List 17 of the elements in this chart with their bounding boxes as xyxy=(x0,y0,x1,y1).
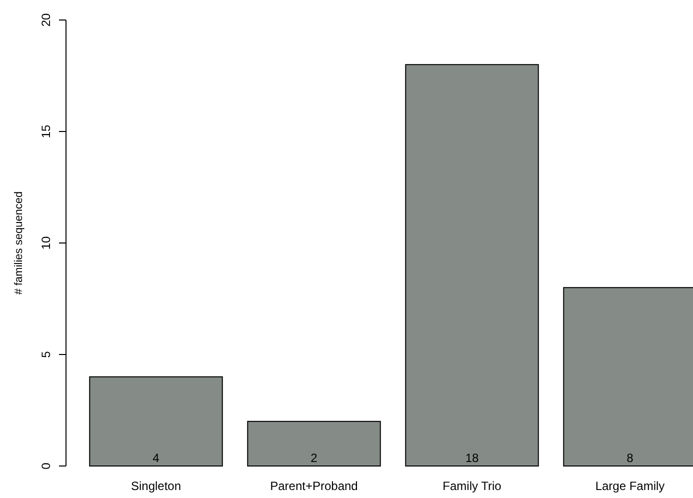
x-tick-label: Singleton xyxy=(130,479,182,493)
x-tick-label: Family Trio xyxy=(442,479,502,493)
bar xyxy=(89,376,223,466)
y-tick-label: 20 xyxy=(39,13,53,27)
data-label: 2 xyxy=(310,451,318,465)
y-tick-label: 0 xyxy=(39,462,53,470)
x-tick-label: Large Family xyxy=(595,479,665,493)
bar xyxy=(405,64,539,466)
y-tick-label: 5 xyxy=(39,350,53,358)
data-label: 18 xyxy=(465,451,479,465)
y-tick-label: 10 xyxy=(39,236,53,250)
data-label: 8 xyxy=(626,451,634,465)
bar xyxy=(247,420,381,466)
data-label: 4 xyxy=(152,451,160,465)
y-tick-label: 15 xyxy=(39,124,53,138)
y-axis-title: # families sequenced xyxy=(13,191,25,295)
x-tick-label: Parent+Proband xyxy=(270,479,358,493)
